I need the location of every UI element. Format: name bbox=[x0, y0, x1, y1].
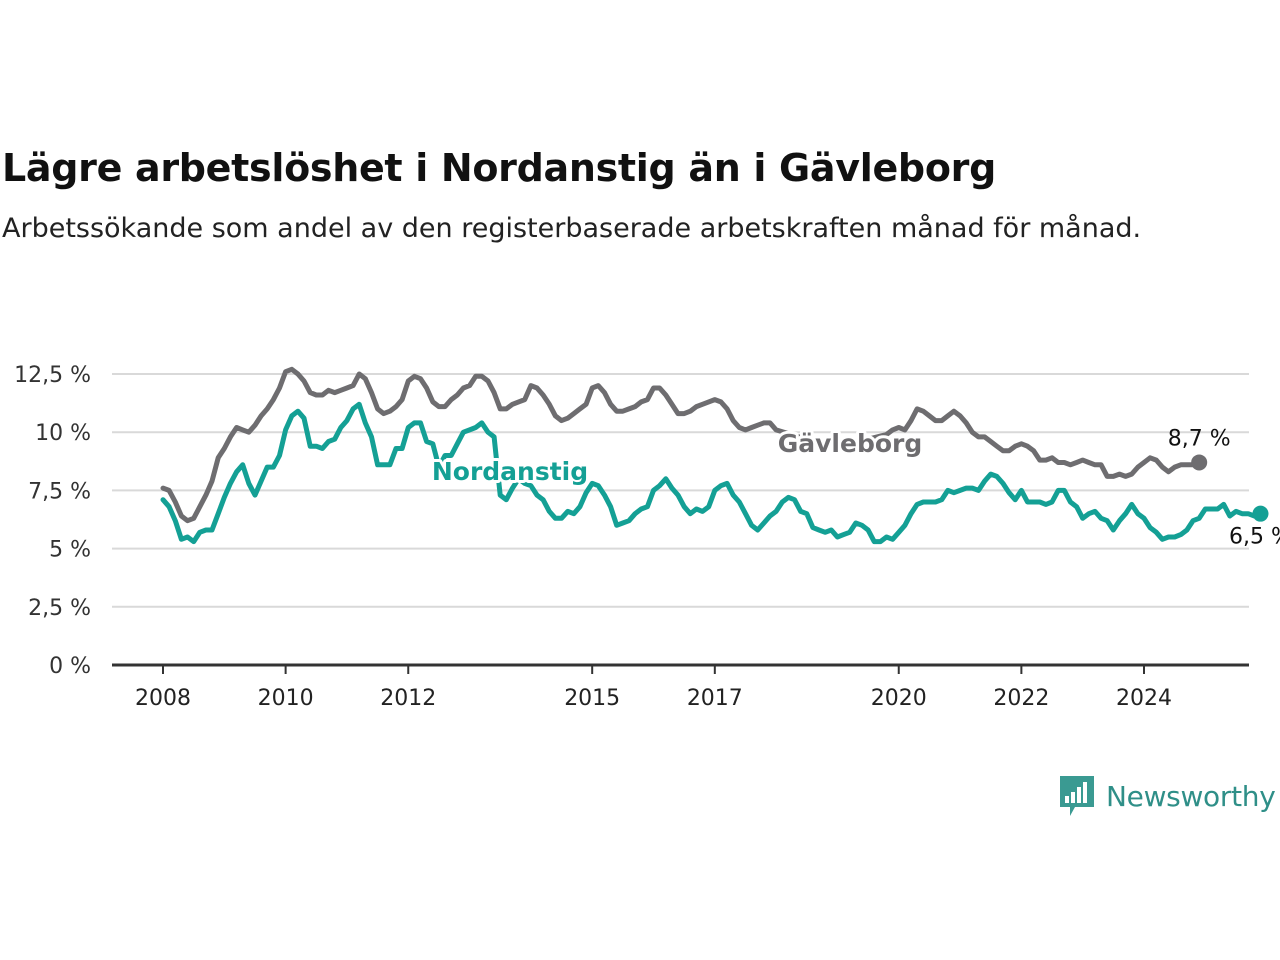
y-tick-label: 2,5 % bbox=[28, 596, 91, 621]
y-tick-label: 7,5 % bbox=[28, 479, 91, 504]
chart-subtitle: Arbetssökande som andel av den registerb… bbox=[2, 213, 1142, 244]
series-line-gävleborg bbox=[160, 366, 1202, 524]
y-tick-label: 10 % bbox=[35, 421, 91, 446]
x-tick-label: 2024 bbox=[1116, 686, 1172, 711]
end-value-label-gävleborg: 8,7 % bbox=[1168, 426, 1231, 451]
series-lines bbox=[160, 366, 1263, 545]
series-label-gävleborg: Gävleborg bbox=[778, 429, 923, 458]
y-tick-label: 5 % bbox=[49, 538, 91, 563]
newsworthy-logo: Newsworthy bbox=[1058, 772, 1276, 820]
x-tick-label: 2017 bbox=[687, 686, 743, 711]
end-point-nordanstig bbox=[1252, 505, 1269, 522]
x-tick-label: 2008 bbox=[135, 686, 191, 711]
end-value-label-nordanstig: 6,5 % bbox=[1229, 525, 1280, 550]
brand-name: Newsworthy bbox=[1106, 779, 1276, 813]
x-tick-label: 2010 bbox=[258, 686, 314, 711]
y-tick-label: 12,5 % bbox=[14, 363, 91, 388]
x-tick-label: 2015 bbox=[564, 686, 620, 711]
x-tick-label: 2020 bbox=[871, 686, 927, 711]
x-tick-label: 2012 bbox=[380, 686, 436, 711]
end-point-gävleborg bbox=[1191, 454, 1208, 471]
series-line-nordanstig bbox=[160, 401, 1263, 545]
chart-title: Lägre arbetslöshet i Nordanstig än i Gäv… bbox=[2, 146, 996, 190]
x-tick-label: 2022 bbox=[993, 686, 1049, 711]
newsworthy-logo-icon bbox=[1060, 776, 1094, 816]
y-tick-label: 0 % bbox=[49, 654, 91, 679]
series-label-nordanstig: Nordanstig bbox=[432, 457, 588, 486]
